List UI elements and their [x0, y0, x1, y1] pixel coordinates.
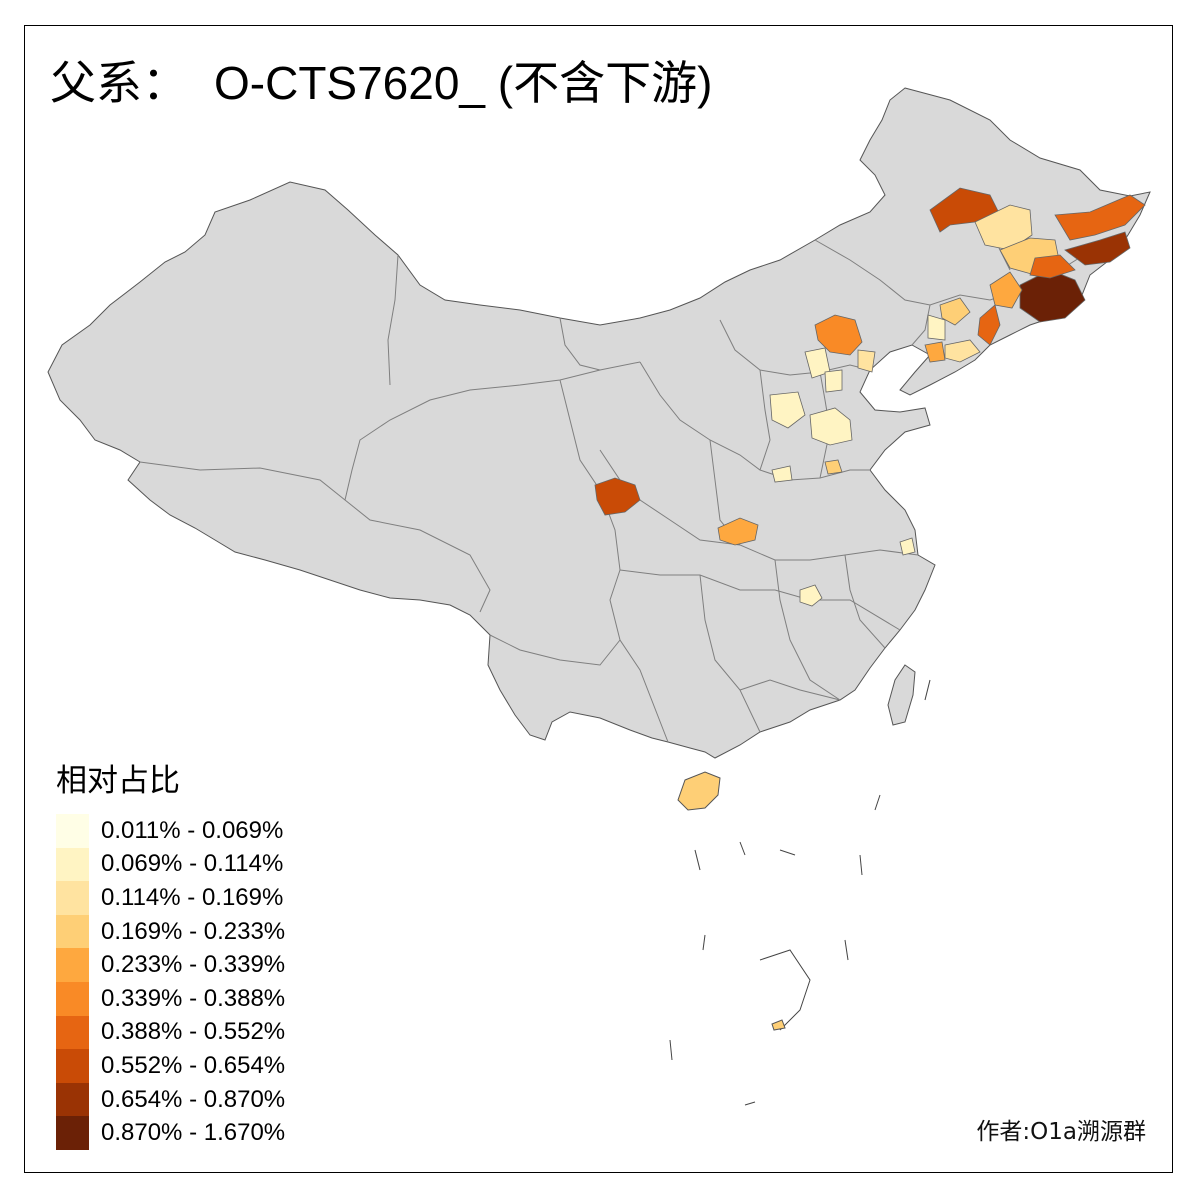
legend-label: 0.069% - 0.114% [101, 850, 284, 878]
region-jilin-west [989, 271, 1023, 309]
legend-item: 0.870% - 1.670% [56, 1116, 285, 1150]
china-landmass [47, 87, 1151, 759]
legend-label: 0.339% - 0.388% [101, 984, 286, 1012]
legend-label: 0.114% - 0.169% [101, 883, 284, 911]
legend-swatch [56, 1082, 89, 1117]
legend-item: 0.388% - 0.552% [56, 1015, 286, 1050]
taiwan-island [887, 664, 916, 726]
region-liaoning-3 [944, 339, 981, 363]
legend-label: 0.169% - 0.233% [101, 917, 286, 945]
legend-label: 0.233% - 0.339% [101, 951, 286, 979]
legend-swatch [56, 847, 89, 882]
legend-items: 0.011% - 0.069% 0.069% - 0.114% 0.114% - 0… [56, 814, 285, 1150]
legend-swatch [56, 1116, 89, 1150]
region-jiangxi [799, 584, 823, 607]
region-shanxi-2 [769, 391, 806, 429]
legend-label: 0.011% - 0.069% [101, 816, 284, 844]
region-beijing-area [857, 349, 876, 373]
region-liaoning-4 [924, 341, 946, 363]
haplogroup-code: O-CTS7620_ (不含下游) [214, 57, 713, 109]
region-liaoning-1 [939, 297, 971, 326]
legend-label: 0.870% - 1.670% [101, 1119, 286, 1147]
region-hebei-2 [824, 369, 843, 393]
legend-swatch [56, 814, 89, 848]
spratly-island [771, 1019, 786, 1031]
legend-label: 0.552% - 0.654% [101, 1051, 286, 1079]
region-heilongjiang-southeast [1064, 231, 1131, 266]
region-hebei-south [809, 407, 853, 446]
region-hebei-north [814, 314, 863, 356]
hainan-island [677, 771, 721, 811]
legend-item: 0.011% - 0.069% [56, 814, 285, 848]
legend-item: 0.339% - 0.388% [56, 981, 286, 1016]
region-hubei [717, 517, 759, 546]
region-heilongjiang-east [1054, 194, 1146, 241]
region-gansu [594, 477, 641, 516]
legend-swatch [56, 1049, 89, 1083]
region-jilin-mid [1029, 254, 1076, 279]
title-prefix: 父系： [50, 56, 188, 110]
province-borders [139, 199, 1101, 743]
legend-swatch [56, 948, 89, 982]
region-heilongjiang-central [974, 204, 1033, 251]
legend-label: 0.388% - 0.552% [101, 1018, 286, 1046]
legend-swatch [56, 1015, 89, 1050]
region-liaoning-2 [927, 314, 946, 341]
legend: 相对占比 0.011% - 0.069% 0.069% - 0.114% 0.114… [56, 755, 285, 1150]
region-shandong-dot [824, 459, 843, 475]
region-henan-1 [771, 465, 793, 483]
legend-title: 相对占比 [56, 763, 180, 799]
legend-swatch [56, 881, 89, 915]
legend-label: 0.654% - 0.870% [101, 1085, 286, 1113]
legend-item: 0.114% - 0.169% [56, 881, 285, 915]
author-credit: 作者:O1a溯源群 [976, 1119, 1146, 1145]
legend-swatch [56, 981, 89, 1016]
legend-item: 0.552% - 0.654% [56, 1049, 285, 1083]
legend-item: 0.069% - 0.114% [56, 847, 285, 882]
region-jiangsu-dot [899, 537, 916, 556]
legend-item: 0.654% - 0.870% [56, 1082, 286, 1117]
legend-item: 0.169% - 0.233% [56, 914, 286, 949]
region-jilin-south [977, 304, 1001, 346]
legend-item: 0.233% - 0.339% [56, 948, 285, 982]
map-title: 父系： O-CTS7620_ (不含下游) [50, 60, 712, 106]
legend-swatch [56, 914, 89, 949]
south-sea-islands [669, 679, 931, 1106]
